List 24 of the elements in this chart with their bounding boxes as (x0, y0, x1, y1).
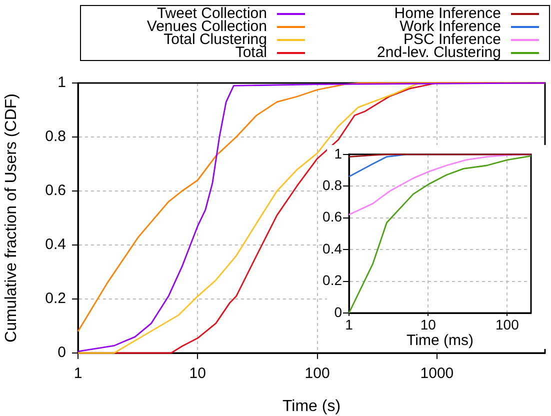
y-tick-label: 0.2 (45, 290, 66, 308)
x-tick-label: 1 (74, 365, 82, 382)
x-tick-label: 1000 (420, 365, 454, 382)
x-axis-title: Time (ms) (406, 332, 474, 350)
y-tick-label: 0.4 (322, 240, 342, 256)
y-tick-label: 0 (334, 304, 342, 320)
y-tick-label: 0.8 (45, 128, 66, 146)
x-tick-label: 100 (496, 316, 520, 332)
y-tick-label: 0.8 (322, 176, 342, 193)
legend-label: 2nd-lev. Clustering (377, 44, 501, 61)
legend-label: Total Clustering (164, 31, 267, 48)
y-tick-label: 0.6 (45, 182, 66, 200)
x-axis-title: Time (s) (282, 398, 341, 415)
y-tick-label: 1 (58, 74, 66, 92)
x-tick-label: 100 (304, 365, 330, 382)
y-tick-label: 0.2 (322, 272, 342, 288)
x-tick-label: 10 (189, 365, 206, 382)
y-tick-label: 0.4 (45, 236, 66, 254)
x-tick-label: 1 (345, 316, 354, 332)
x-tick-label: 10 (420, 316, 436, 332)
y-tick-label: 1 (334, 145, 342, 162)
y-axis-title: Cumulative fraction of Users (CDF) (3, 94, 20, 342)
y-tick-label: 0.6 (322, 208, 342, 225)
y-tick-label: 0 (58, 344, 66, 362)
